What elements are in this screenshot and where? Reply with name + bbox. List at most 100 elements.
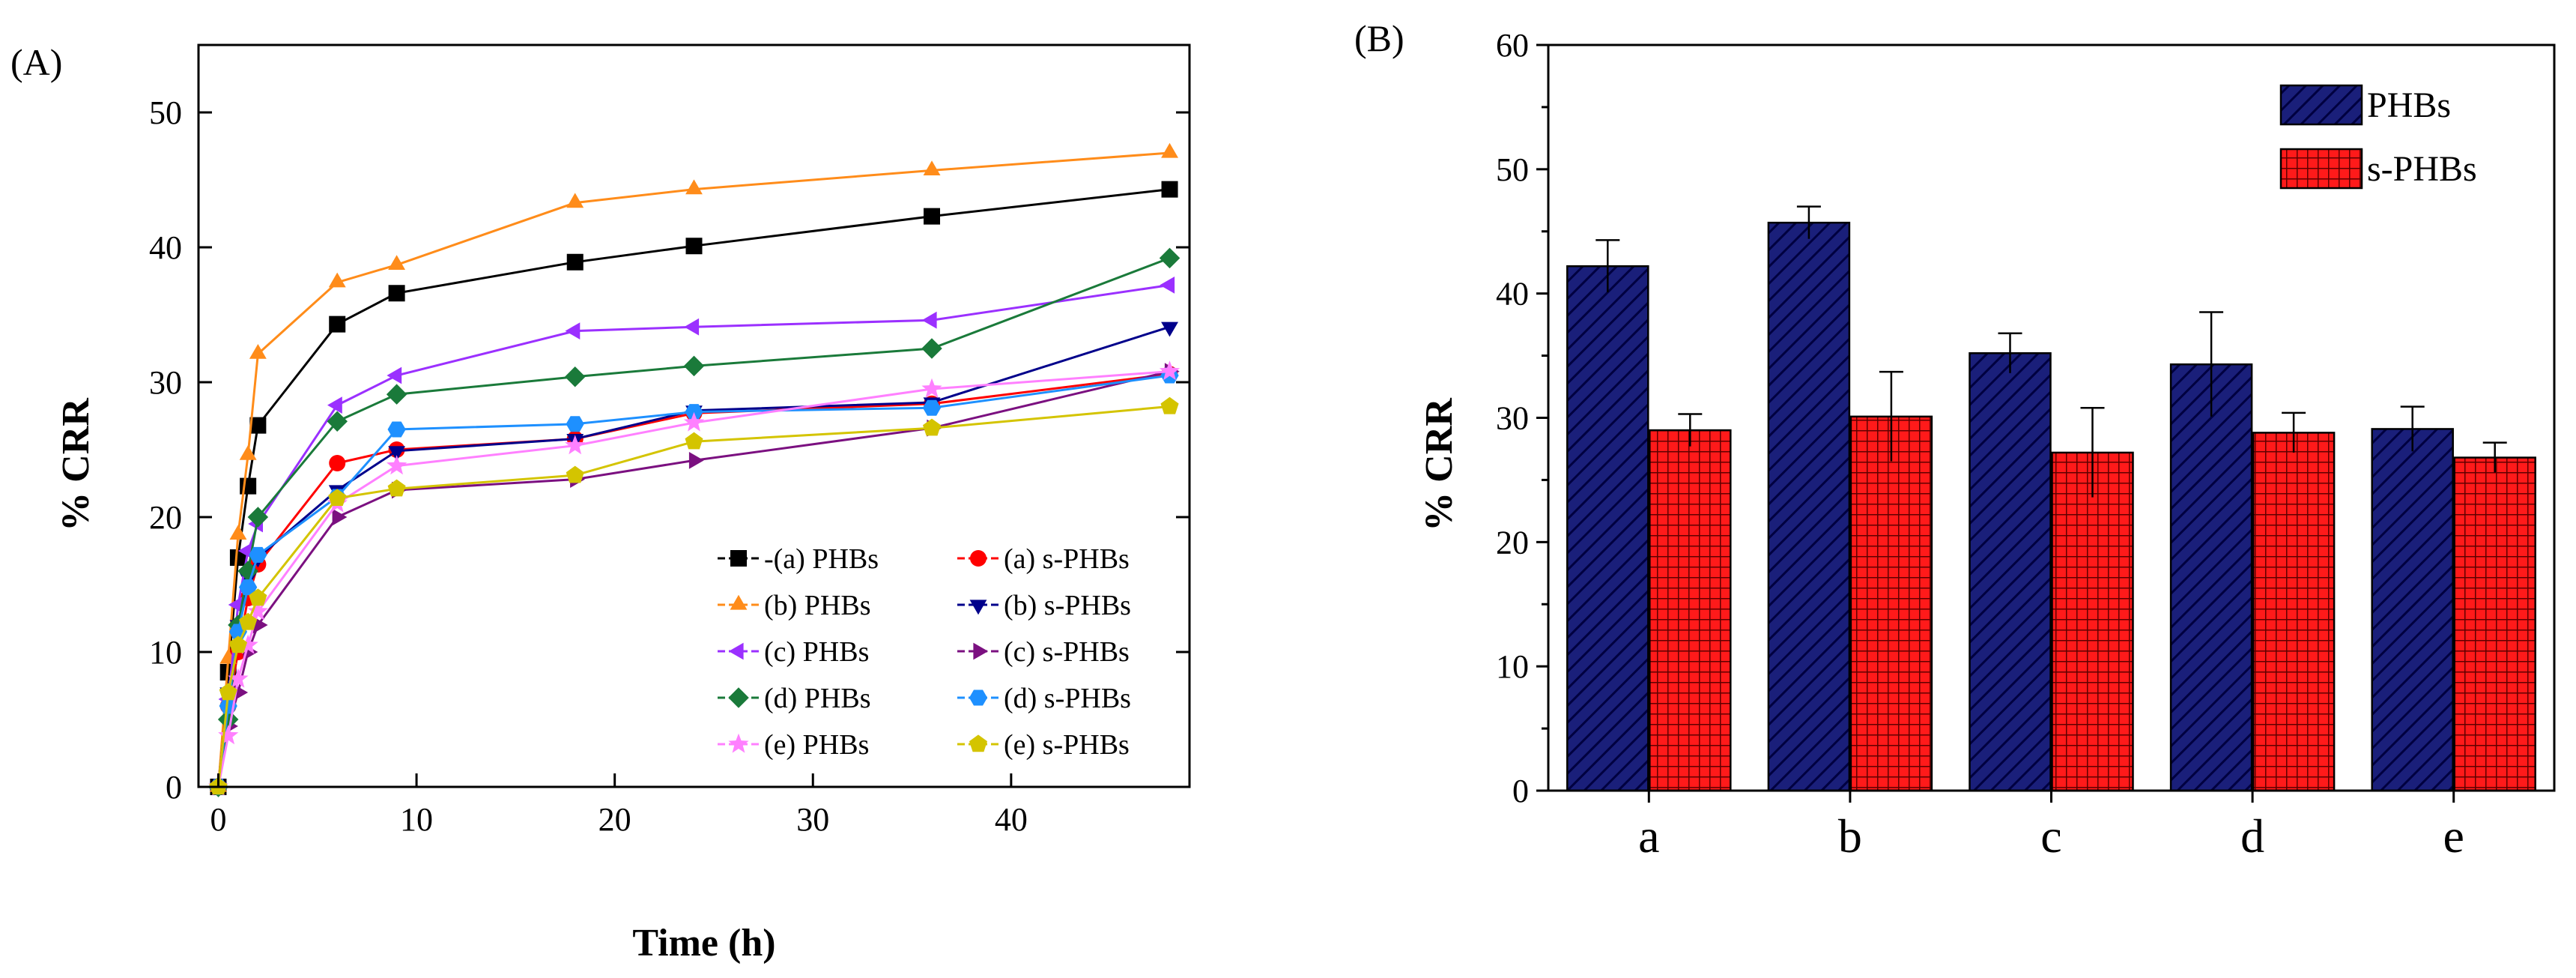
legend-marker xyxy=(973,642,989,660)
y-tick-label: 20 xyxy=(149,499,182,536)
series-e-s-phbs xyxy=(209,396,1179,795)
bar-phbs-a xyxy=(1566,265,1649,792)
data-point-b-phbs xyxy=(239,445,257,460)
legend-label: (c) PHBs xyxy=(764,636,869,668)
legend-item-a-phbs: -(a) PHBs xyxy=(718,543,879,575)
data-point-a-phbs xyxy=(685,238,703,255)
data-point-e-s-phbs xyxy=(219,683,237,701)
panel-b-legend: PHBs s-PHBs xyxy=(2279,84,2477,190)
x-category-label-a: a xyxy=(1638,809,1659,863)
data-point-b-phbs xyxy=(685,179,703,195)
legend-label: (d) PHBs xyxy=(764,683,871,714)
data-point-a-phbs xyxy=(249,417,267,434)
data-point-d-phbs xyxy=(247,507,269,528)
x-category-label-e: e xyxy=(2443,809,2464,863)
bar-group-s-phbs-a xyxy=(1649,413,1732,792)
panel-a-plot-frame xyxy=(197,43,1191,788)
legend-marker xyxy=(728,733,749,753)
y-tick-label: 10 xyxy=(149,634,182,671)
data-point-b-phbs xyxy=(566,193,584,208)
series-b-phbs xyxy=(210,142,1178,792)
data-point-e-phbs xyxy=(228,668,249,688)
y-tick-label: 0 xyxy=(166,769,182,806)
data-point-e-s-phbs xyxy=(387,479,406,497)
data-point-a-phbs xyxy=(566,253,584,271)
data-point-d-phbs xyxy=(921,338,942,359)
data-point-e-s-phbs xyxy=(1160,396,1179,414)
data-point-b-phbs xyxy=(249,344,267,359)
x-tick-label: 20 xyxy=(598,801,631,838)
bar-group-phbs-c xyxy=(1969,332,2052,792)
data-point-c-phbs xyxy=(921,311,937,329)
data-point-b-phbs xyxy=(923,160,941,175)
data-point-b-s-phbs xyxy=(1161,322,1178,337)
bar-phbs-c xyxy=(1969,352,2052,792)
panel-b-label: (B) xyxy=(1354,17,1404,59)
bar-group-s-phbs-d xyxy=(2252,411,2336,792)
bar-group-phbs-d xyxy=(2169,311,2253,792)
series-a-phbs xyxy=(210,181,1178,795)
data-point-e-s-phbs xyxy=(228,636,247,653)
data-point-a-phbs xyxy=(388,285,405,302)
data-point-c-s-phbs xyxy=(332,508,348,526)
bar-phbs-b xyxy=(1767,221,1851,792)
legend-item-c-s-phbs: (c) s-PHBs xyxy=(957,636,1130,668)
legend-item-d-phbs: (d) PHBs xyxy=(718,683,871,714)
data-point-d-phbs xyxy=(565,366,586,387)
bar-group-s-phbs-b xyxy=(1849,370,1933,792)
data-point-a-phbs xyxy=(1161,181,1178,198)
bar-group-phbs-b xyxy=(1767,205,1851,792)
y-tick-label: 30 xyxy=(1496,400,1529,437)
data-point-d-s-phbs xyxy=(685,404,703,420)
legend-item-c-phbs: (c) PHBs xyxy=(718,636,869,668)
data-point-e-phbs xyxy=(218,725,239,745)
data-point-c-phbs xyxy=(327,396,342,414)
data-point-e-phbs xyxy=(387,455,407,475)
bar-s-phbs-c xyxy=(2051,451,2134,792)
panel-b-bar-chart: (B) % CRR a b c d e 0 10 20 30 40 50 60 PHBs s-PHBs xyxy=(1354,17,2556,863)
data-point-e-s-phbs xyxy=(566,465,584,483)
x-tick-label: 30 xyxy=(796,801,829,838)
legend-label: (d) s-PHBs xyxy=(1004,683,1131,714)
data-point-e-s-phbs xyxy=(923,418,942,436)
data-point-d-s-phbs xyxy=(387,421,406,438)
panel-a-y-axis-title: % CRR xyxy=(55,397,97,531)
data-point-a-phbs xyxy=(229,549,246,566)
legend-label: (e) PHBs xyxy=(764,729,869,761)
x-tick-label: 40 xyxy=(995,801,1028,838)
data-point-a-phbs xyxy=(924,208,941,225)
data-point-b-phbs xyxy=(229,525,247,540)
panel-a-label: (A) xyxy=(10,41,62,83)
legend-label: -(a) PHBs xyxy=(764,543,879,575)
data-point-c-phbs xyxy=(565,322,581,339)
y-tick-label: 50 xyxy=(149,94,182,131)
data-point-d-s-phbs xyxy=(566,416,584,432)
y-tick-label: 50 xyxy=(1496,151,1529,188)
legend-marker xyxy=(728,642,744,660)
bar-s-phbs-b xyxy=(1849,415,1933,792)
data-point-d-s-phbs xyxy=(249,546,267,563)
y-tick-label: 40 xyxy=(1496,276,1529,313)
legend-item-b-phbs: (b) PHBs xyxy=(718,590,871,621)
panel-b-y-axis-title: % CRR xyxy=(1418,397,1461,531)
data-point-e-s-phbs xyxy=(249,588,267,606)
y-tick-label: 0 xyxy=(1512,773,1529,809)
data-point-e-phbs xyxy=(1159,360,1181,381)
bar-group-s-phbs-e xyxy=(2453,441,2536,792)
bar-phbs-e xyxy=(2371,428,2454,792)
legend-item-e-s-phbs: (e) s-PHBs xyxy=(957,729,1130,761)
legend-item-d-s-phbs: (d) s-PHBs xyxy=(957,683,1131,714)
bar-s-phbs-a xyxy=(1649,429,1732,792)
data-point-c-phbs xyxy=(684,318,700,336)
legend-marker xyxy=(728,687,749,708)
data-point-d-phbs xyxy=(237,561,258,582)
data-point-d-s-phbs xyxy=(239,579,258,596)
legend-marker xyxy=(730,594,748,610)
panel-a-legend: -(a) PHBs (a) s-PHBs (b) PHBs (b) s-PHBs (c)… xyxy=(718,543,1131,761)
data-point-e-s-phbs xyxy=(239,612,258,630)
legend-label: (e) s-PHBs xyxy=(1004,729,1130,761)
data-point-b-phbs xyxy=(388,255,405,270)
bar-phbs-d xyxy=(2169,363,2253,792)
